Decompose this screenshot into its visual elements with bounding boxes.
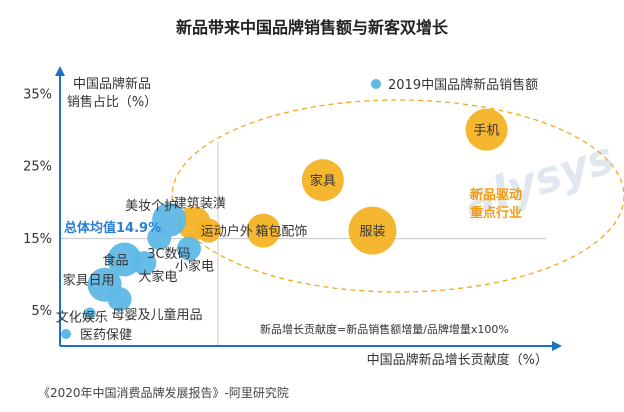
- axes: [55, 66, 562, 351]
- x-axis-label: 中国品牌新品增长贡献度（%）: [367, 352, 548, 368]
- bubble-label: 美妆个护: [125, 199, 177, 214]
- y-tick-label: 15%: [23, 232, 52, 247]
- bubble: [301, 159, 344, 202]
- bubble: [107, 242, 142, 277]
- bubble-label: 大家电: [138, 269, 177, 285]
- formula-note: 新品增长贡献度=新品销售额增量/品牌增量x100%: [260, 322, 509, 336]
- bubble: [107, 287, 132, 312]
- legend: 2019中国品牌新品销售额: [371, 77, 538, 93]
- bubble-label: 服装: [359, 225, 385, 240]
- bubble-label: 3C数码: [147, 247, 190, 262]
- bubble: [176, 206, 211, 241]
- chart-title: 新品带来中国品牌销售额与新客双增长: [176, 18, 449, 37]
- legend-label: 2019中国品牌新品销售额: [388, 77, 538, 93]
- y-ticks: 35% 25% 15% 5%: [23, 88, 52, 319]
- y-axis-label-line1: 中国品牌新品: [73, 76, 151, 92]
- bubble: [348, 206, 397, 255]
- bubble: [176, 236, 201, 261]
- bubble: [465, 108, 508, 151]
- bubble-label: 小家电: [175, 259, 214, 275]
- gridlines: [60, 142, 546, 346]
- y-axis-label-line2: 销售占比（%）: [67, 94, 157, 110]
- bubble-label: 运动户外: [201, 224, 253, 240]
- legend-label-2: 医药保健: [80, 328, 132, 343]
- bubble: [83, 307, 96, 320]
- bubble-label: 手机: [474, 124, 500, 139]
- bubble: [147, 225, 172, 250]
- focus-label-line1: 新品驱动: [470, 187, 522, 203]
- legend-bottom: 医药保健: [61, 328, 132, 343]
- bubble-label: 食品: [102, 252, 128, 268]
- bubble: [246, 213, 281, 248]
- y-axis-arrow: [55, 66, 65, 76]
- source-note: 《2020年中国消费品牌发展报告》-阿里研究院: [38, 385, 289, 400]
- x-axis-arrow: [552, 341, 562, 351]
- focus-label-line2: 重点行业: [470, 205, 522, 221]
- bubble-label: 家具日用: [63, 273, 115, 289]
- focus-industries-ellipse: [171, 99, 624, 293]
- bubble-label: 箱包配饰: [255, 224, 307, 240]
- bubble-label: 建筑装潢: [174, 195, 226, 211]
- y-tick-label: 35%: [23, 88, 52, 103]
- bubble-label: 母婴及儿童用品: [112, 307, 203, 323]
- y-tick-label: 5%: [31, 304, 52, 319]
- average-label: 总体均值14.9%: [64, 220, 161, 236]
- legend-marker-2: [61, 329, 71, 339]
- bubble-label: 文化娱乐: [56, 311, 108, 326]
- legend-marker: [371, 79, 381, 89]
- bubble: [132, 251, 157, 276]
- y-tick-label: 25%: [23, 160, 52, 175]
- bubble-label: 家具: [310, 173, 336, 189]
